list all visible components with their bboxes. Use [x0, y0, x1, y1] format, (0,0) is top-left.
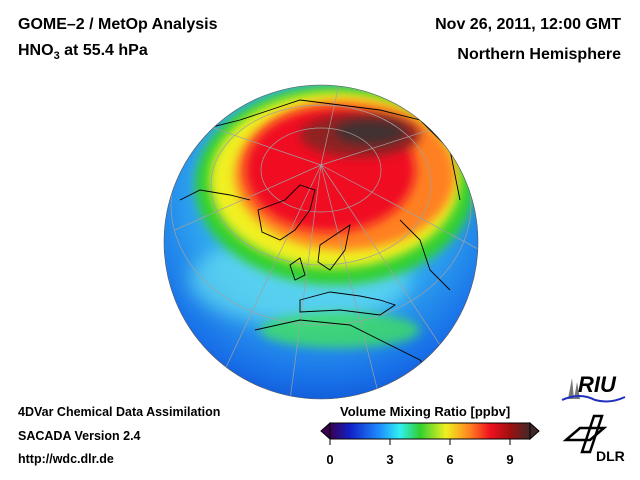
species-subscript: 3 [53, 50, 60, 63]
region: Northern Hemisphere [457, 46, 621, 63]
pressure-level: at 55.4 hPa [64, 42, 148, 59]
footer-method: 4DVar Chemical Data Assimilation [18, 405, 221, 419]
colorbar-title: Volume Mixing Ratio [ppbv] [340, 404, 511, 419]
colorbar-tick-label: 0 [326, 452, 334, 467]
colorbar-min-arrow [320, 421, 331, 441]
footer-version: SACADA Version 2.4 [18, 429, 141, 443]
map-title: GOME–2 / MetOp Analysis [18, 16, 218, 33]
dlr-logo-text: DLR [596, 448, 625, 464]
riu-logo-text: RIU [578, 372, 616, 397]
colorbar-tick-label: 3 [386, 452, 394, 467]
colorbar-tick-label: 9 [506, 452, 514, 467]
colorbar-tick-label: 6 [446, 452, 454, 467]
dlr-logo [562, 414, 608, 454]
species: HNO [18, 42, 54, 59]
colorbar [320, 421, 540, 445]
riu-logo [561, 378, 626, 403]
colorbar-max-arrow [529, 421, 540, 441]
datetime: Nov 26, 2011, 12:00 GMT [435, 16, 621, 33]
map-subtitle: HNO3 at 55.4 hPa [18, 42, 148, 62]
graticule [164, 85, 478, 399]
hno3-field [164, 85, 478, 399]
footer-url[interactable]: http://wdc.dlr.de [18, 452, 114, 466]
